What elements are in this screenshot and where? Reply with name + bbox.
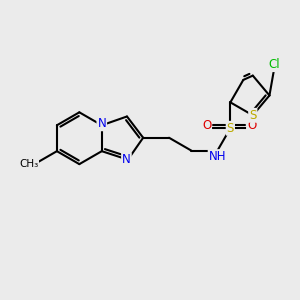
Text: N: N [98,117,106,130]
Text: O: O [202,119,211,132]
Text: NH: NH [208,150,226,163]
Text: S: S [249,109,256,122]
Text: CH₃: CH₃ [19,159,38,169]
Text: O: O [247,119,256,132]
Text: Cl: Cl [268,58,280,71]
Text: S: S [227,122,234,135]
Text: N: N [122,153,131,166]
